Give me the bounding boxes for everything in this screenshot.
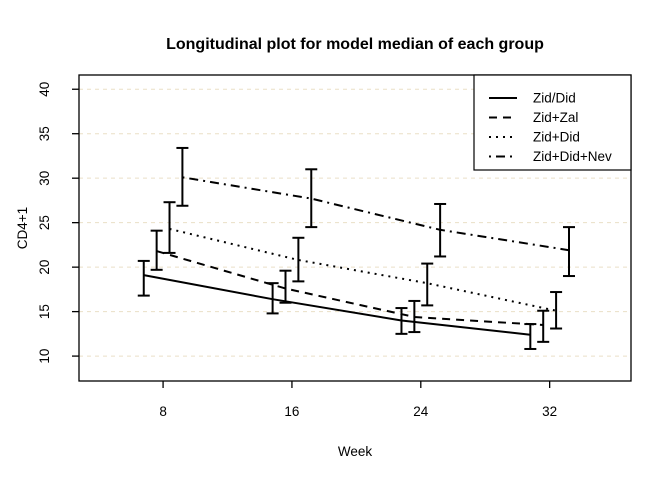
y-tick-label: 20: [37, 260, 52, 275]
y-axis-label: CD4+1: [15, 207, 30, 249]
series-zid-did-nev: [176, 146, 575, 278]
plot-border: [78, 74, 632, 382]
legend-label: Zid+Zal: [533, 110, 578, 125]
error-bar-zid-did-nev: [562, 226, 575, 278]
series-zid-did: [163, 201, 563, 330]
x-axis-label: Week: [338, 444, 373, 459]
y-tick-label: 30: [37, 171, 52, 186]
y-tick-label: 40: [37, 82, 52, 97]
error-bar-zid-did: [292, 236, 305, 283]
legend-item-zid-did-nev: Zid+Did+Nev: [489, 149, 612, 164]
series-line-zid-did: [143, 274, 531, 336]
x-tick-label: 8: [159, 404, 167, 419]
series-line-zid-did-nev: [182, 176, 570, 252]
x-tick-label: 32: [542, 404, 557, 419]
error-bar-zid-zal: [150, 229, 163, 271]
series-line-zid-zal: [156, 250, 544, 326]
error-bar-zid-zal: [537, 309, 550, 343]
error-bar-zid-did: [137, 259, 150, 297]
series-zid-did: [137, 259, 537, 350]
error-bar-zid-did-nev: [176, 146, 189, 207]
legend-item-zid-did: Zid+Did: [489, 130, 580, 145]
legend-item-zid-did: Zid/Did: [489, 91, 576, 106]
x-tick-label: 24: [413, 404, 429, 419]
legend-label: Zid+Did: [533, 130, 580, 145]
y-tick-label: 10: [37, 349, 52, 364]
x-tick-label: 16: [284, 404, 299, 419]
series-line-zid-did: [169, 227, 557, 312]
error-bar-zid-did: [163, 201, 176, 254]
error-bar-zid-did: [524, 323, 537, 350]
y-tick-label: 35: [37, 126, 52, 141]
legend-box: [473, 74, 632, 171]
legend-item-zid-zal: Zid+Zal: [489, 110, 578, 125]
legend: Zid/Did Zid+Zal Zid+Did Zid+Did+Nev: [473, 74, 632, 171]
chart-title: Longitudinal plot for model median of ea…: [166, 36, 544, 53]
error-bar-zid-did: [421, 262, 434, 307]
error-bar-zid-did: [550, 291, 563, 330]
y-tick-label: 15: [37, 304, 52, 319]
series-zid-zal: [150, 229, 550, 343]
legend-label: Zid+Did+Nev: [533, 149, 612, 164]
error-bar-zid-zal: [279, 269, 292, 304]
y-tick-label: 25: [37, 215, 52, 230]
legend-label: Zid/Did: [533, 91, 576, 106]
error-bar-zid-did-nev: [305, 168, 318, 229]
